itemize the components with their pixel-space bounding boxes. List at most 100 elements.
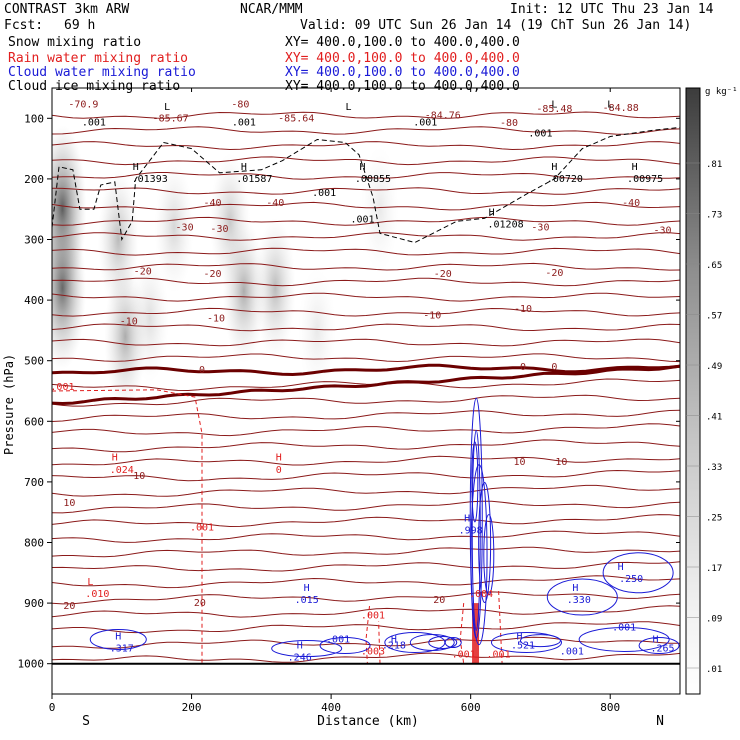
isotherm-line: [52, 530, 680, 543]
colorbar-label: .17: [706, 564, 722, 574]
snow-shade: [154, 161, 194, 294]
ice-extrema-label: .001: [312, 188, 336, 199]
y-tick-label: 1000: [18, 658, 45, 671]
temperature-label: 20: [433, 595, 445, 606]
temperature-label: 10: [555, 457, 567, 468]
rain-label: H: [276, 453, 282, 464]
rain-label: .001: [452, 650, 476, 661]
cloud-tower-contour: [471, 441, 479, 523]
x-tick-label: 200: [182, 701, 202, 714]
isotherm-line: [52, 363, 680, 377]
cloud-water-label: H: [572, 583, 578, 594]
cloud-low-contour: [428, 635, 458, 649]
temperature-label: 0: [199, 365, 205, 376]
rain-label: .001: [487, 650, 511, 661]
north-label: N: [656, 714, 664, 729]
isotherm-line: [52, 409, 680, 422]
temperature-label: -30: [176, 222, 194, 233]
field-xy-cloud-ice: XY= 400.0,100.0 to 400.0,400.0: [285, 79, 520, 94]
ice-extrema-label: .01208: [487, 219, 523, 230]
cloud-low-contour: [444, 636, 462, 648]
cloud-low-contour: [490, 631, 562, 653]
rain-label: .001: [361, 610, 385, 621]
ice-extrema-label: L: [607, 99, 613, 110]
cloud-low-contour: [271, 640, 343, 658]
isotherm-line: [52, 172, 680, 180]
cloud-water-label: H: [618, 562, 624, 573]
rain-contour: [498, 590, 503, 664]
colorbar-label: .25: [706, 514, 722, 524]
ice-extrema-label: .001: [350, 215, 374, 226]
isotherm-line: [52, 277, 680, 287]
isotherm-line: [52, 575, 680, 589]
cloud-water-label: H: [464, 513, 470, 524]
ice-extrema-label: .00975: [627, 174, 663, 185]
cloud-low-contour: [89, 628, 147, 650]
isotherm-line: [52, 439, 680, 453]
y-tick-label: 700: [24, 476, 44, 489]
isotherm-line: [52, 652, 680, 663]
y-tick-label: 900: [24, 597, 44, 610]
temperature-label: -85.67: [153, 113, 189, 124]
temperature-label: 10: [513, 457, 525, 468]
cloud-ice-contours: [52, 126, 680, 244]
ice-extrema-label: H: [632, 162, 638, 173]
center-label: NCAR/MMM: [240, 2, 303, 17]
temperature-label: -85.48: [536, 104, 572, 115]
temperature-label: -30: [531, 222, 549, 233]
temperature-label: -10: [514, 304, 532, 315]
field-xy-cloud-water: XY= 400.0,100.0 to 400.0,400.0: [285, 65, 520, 80]
cloud-water-label: .218: [382, 641, 406, 652]
isotherm-line: [52, 514, 680, 528]
cloud-water-label: .521: [511, 641, 535, 652]
y-tick-label: 200: [24, 173, 44, 186]
init-time: Init: 12 UTC Thu 23 Jan 14: [510, 2, 714, 17]
colorbar-label: .09: [706, 615, 722, 625]
cloud-water-label: .001: [560, 647, 584, 658]
ice-extrema-label: .00720: [547, 174, 583, 185]
colorbar-label: .49: [706, 362, 722, 372]
isotherm-line: [52, 605, 680, 618]
isotherm-line: [52, 111, 680, 119]
isotherm-line: [52, 292, 680, 302]
y-tick-label: 600: [24, 415, 44, 428]
field-xy-snow: XY= 400.0,100.0 to 400.0,400.0: [285, 35, 520, 50]
cloud-tower-contour: [471, 429, 481, 631]
cloud-tower-contour: [470, 464, 488, 646]
contour-labels: -70.9 -80 -85.67 -85.64 -84.76 -85.48 -84.88 -8…: [50, 99, 674, 663]
rain-contour: [365, 606, 370, 664]
cloud-water-label: .998: [459, 525, 483, 536]
ice-extrema-label: L: [551, 99, 557, 110]
cloud-low-contour: [319, 637, 371, 655]
y-tick-label: 500: [24, 355, 44, 368]
temperature-label: -10: [207, 313, 225, 324]
cloud-water-contours: [89, 397, 680, 658]
rain-label: .003: [361, 647, 385, 658]
cloud-low-contour: [578, 626, 670, 652]
snow-shade: [222, 219, 265, 364]
fcst-label: Fcst:: [4, 18, 44, 33]
cloud-water-label: .250: [619, 574, 643, 585]
isotherm-line: [52, 561, 680, 572]
isotherm-line: [52, 201, 680, 211]
colorbar-fill: [685, 87, 701, 695]
x-tick-label: 600: [461, 701, 481, 714]
rain-label: .004: [469, 589, 493, 600]
rain-label: H: [112, 453, 118, 464]
isotherm-line: [52, 469, 680, 482]
temperature-label: -84.76: [425, 110, 461, 121]
x-tick-label: 400: [321, 701, 341, 714]
ice-extrema-label: .01393: [132, 174, 168, 185]
isotherm-line: [52, 232, 680, 241]
isotherm-line: [52, 591, 680, 605]
isotherm-line: [52, 500, 680, 514]
cloud-water-label: H: [304, 583, 310, 594]
isotherm-layer: [52, 111, 680, 663]
temperature-label: -20: [545, 268, 563, 279]
snow-shade: [254, 217, 296, 358]
colorbar-label: .57: [706, 312, 722, 322]
y-tick-label: 800: [24, 537, 44, 550]
valid-time: Valid: 09 UTC Sun 26 Jan 14 (19 ChT Sun …: [300, 18, 692, 33]
isotherm-line: [52, 484, 680, 497]
